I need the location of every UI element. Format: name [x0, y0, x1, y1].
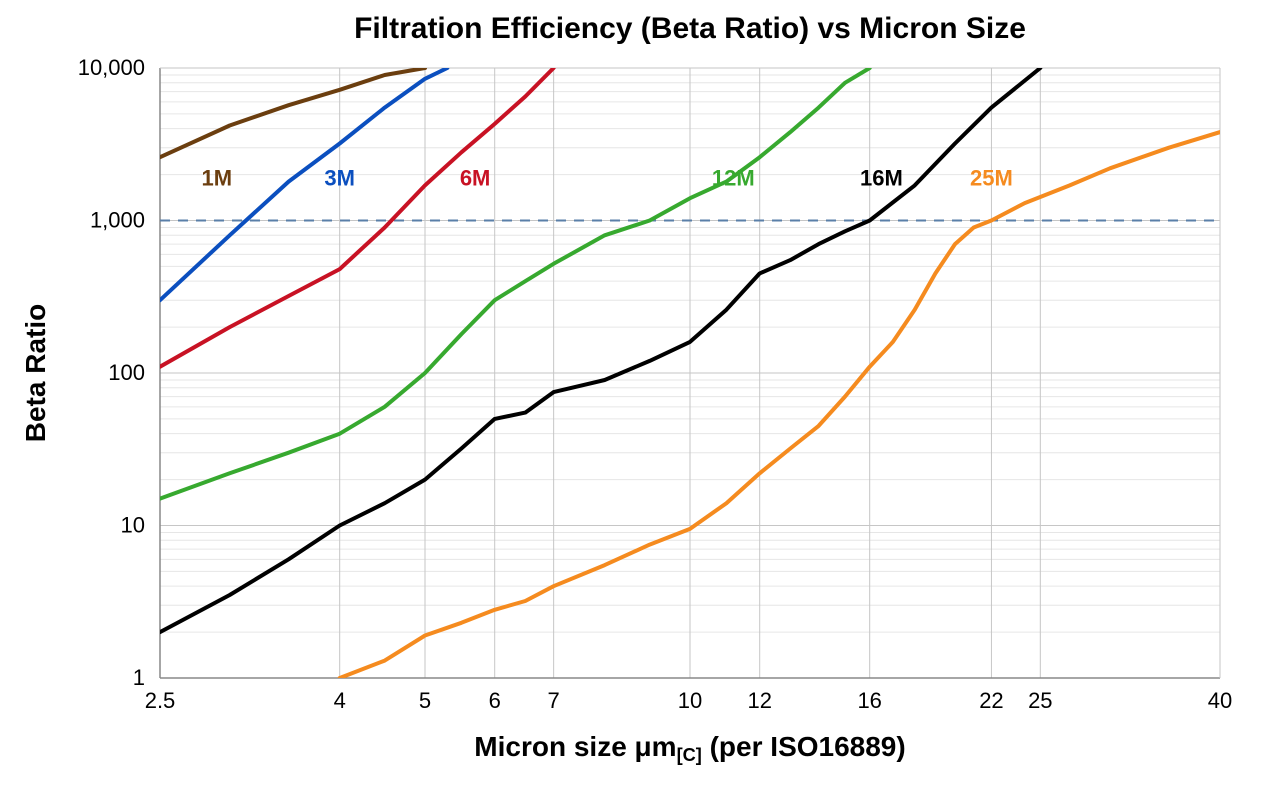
y-tick-label: 100 [108, 360, 145, 385]
series-label-12M: 12M [712, 165, 755, 190]
series-label-1M: 1M [201, 165, 232, 190]
chart-svg: 1 10 100 1,000 10,000 2.5 4 5 6 7 10 12 16 22 25 40 1M 3M… [0, 0, 1272, 790]
chart-title: Filtration Efficiency (Beta Ratio) vs Mi… [354, 12, 1026, 45]
x-tick-label: 16 [857, 688, 881, 713]
y-tick-label: 10 [121, 513, 145, 538]
series-label-6M: 6M [460, 165, 491, 190]
x-tick-label: 7 [548, 688, 560, 713]
x-tick-label: 4 [334, 688, 346, 713]
x-tick-label: 40 [1208, 688, 1232, 713]
x-tick-label: 5 [419, 688, 431, 713]
series-label-25M: 25M [970, 165, 1013, 190]
chart-container: 1 10 100 1,000 10,000 2.5 4 5 6 7 10 12 16 22 25 40 1M 3M… [0, 0, 1272, 790]
y-tick-label: 10,000 [78, 55, 145, 80]
y-axis-label: Beta Ratio [20, 304, 51, 442]
x-tick-label: 25 [1028, 688, 1052, 713]
x-tick-label: 22 [979, 688, 1003, 713]
x-tick-label: 10 [678, 688, 702, 713]
x-tick-label: 6 [489, 688, 501, 713]
series-label-3M: 3M [324, 165, 355, 190]
x-tick-label: 2.5 [145, 688, 176, 713]
x-axis-label: Micron size μm[C] (per ISO16889) [474, 731, 905, 765]
x-tick-label: 12 [747, 688, 771, 713]
y-tick-label: 1,000 [90, 208, 145, 233]
series-label-16M: 16M [860, 165, 903, 190]
y-tick-label: 1 [133, 665, 145, 690]
